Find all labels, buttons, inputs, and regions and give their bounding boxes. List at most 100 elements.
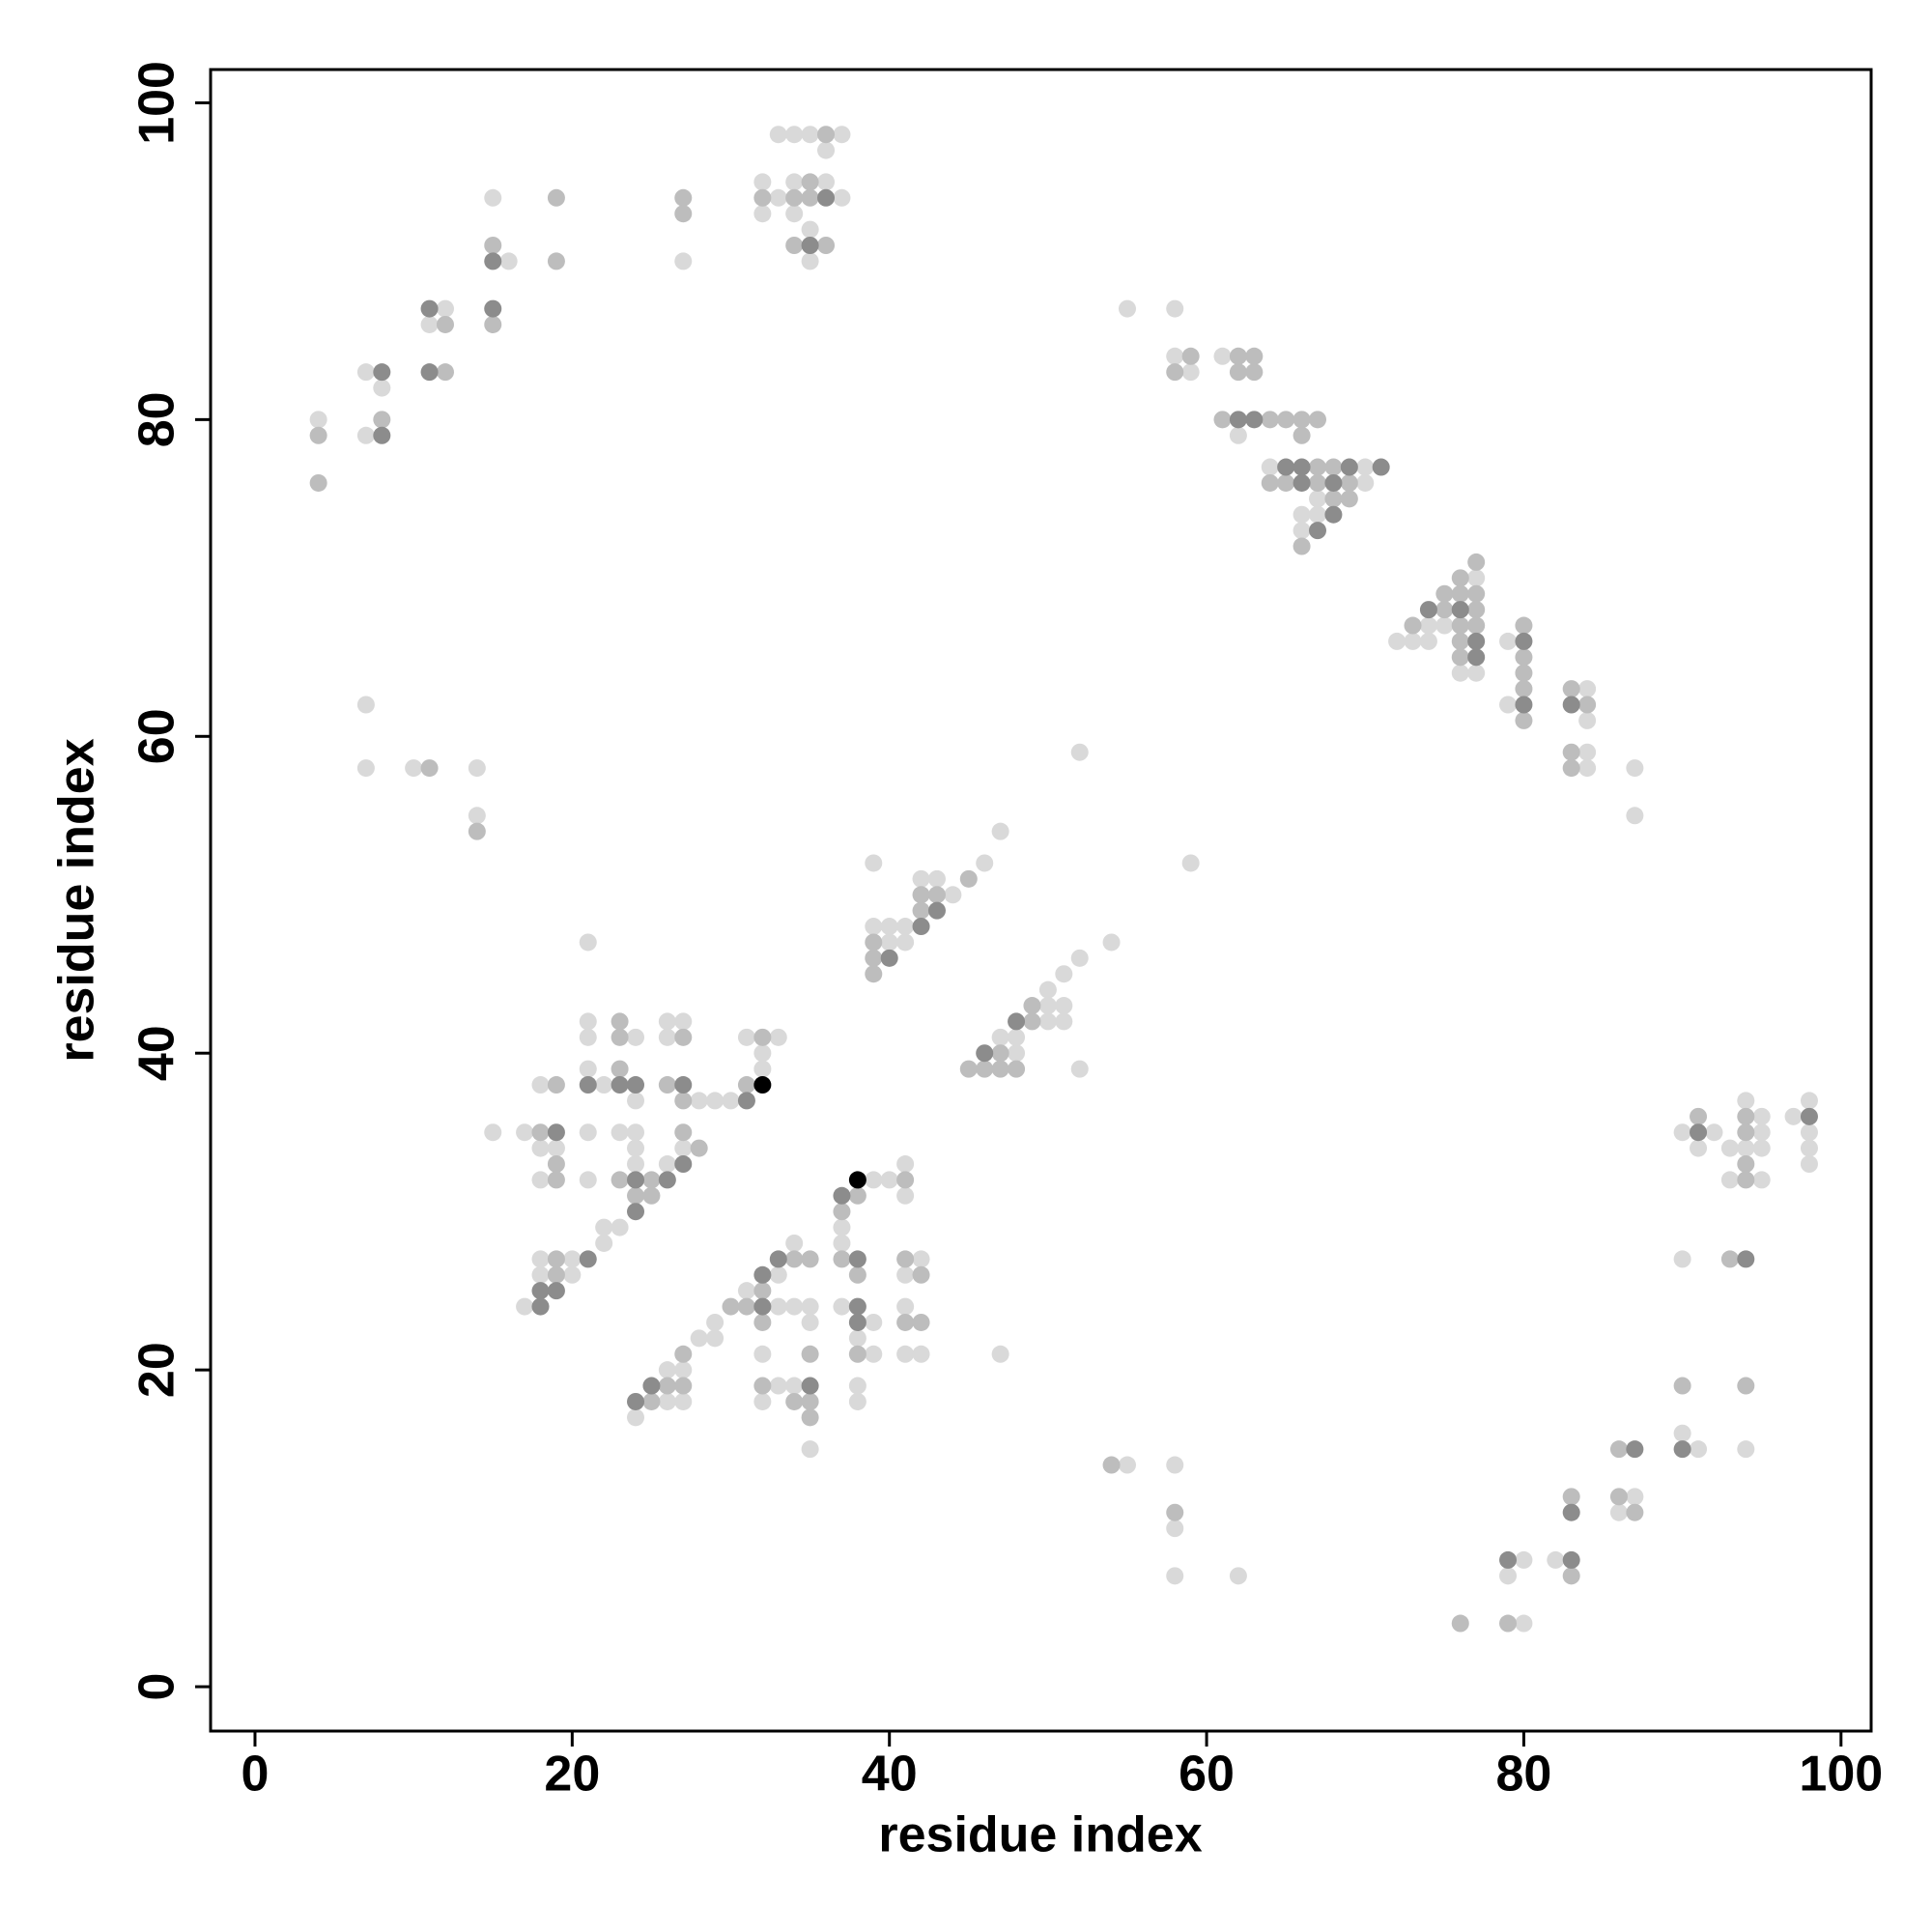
point	[658, 1155, 676, 1174]
point	[595, 1076, 613, 1094]
point	[865, 854, 883, 872]
point	[1720, 1250, 1739, 1268]
point	[959, 1060, 978, 1078]
point	[1737, 1440, 1755, 1459]
point	[880, 1171, 898, 1189]
point	[1690, 1123, 1708, 1142]
point	[309, 411, 327, 429]
point	[611, 1028, 629, 1046]
point	[373, 411, 391, 429]
point	[611, 1012, 629, 1031]
point	[356, 759, 375, 778]
x-tick-label: 80	[1496, 1747, 1552, 1803]
point	[1690, 1107, 1708, 1125]
point	[912, 1250, 930, 1268]
x-axis-title: residue index	[878, 1807, 1202, 1863]
x-tick-label: 100	[1799, 1747, 1883, 1803]
point	[785, 1392, 804, 1410]
x-tick-label: 20	[544, 1747, 600, 1803]
point	[674, 1012, 693, 1031]
point	[658, 1361, 676, 1379]
point	[1070, 949, 1089, 967]
point	[753, 1060, 772, 1078]
point	[1070, 1060, 1089, 1078]
point	[547, 1265, 565, 1284]
point	[642, 1392, 661, 1410]
point	[848, 1297, 867, 1316]
point	[817, 188, 836, 207]
point	[405, 759, 423, 778]
point	[547, 188, 565, 207]
point	[1752, 1139, 1771, 1157]
point	[848, 1250, 867, 1268]
point	[1435, 601, 1454, 619]
point	[706, 1313, 724, 1331]
point	[1038, 1012, 1057, 1031]
point	[674, 205, 693, 223]
point	[627, 1392, 645, 1410]
point	[309, 473, 327, 492]
point	[373, 379, 391, 397]
point	[991, 1060, 1009, 1078]
point	[1166, 347, 1184, 365]
point	[1008, 1044, 1026, 1063]
point	[1293, 473, 1311, 492]
point	[1102, 1456, 1121, 1474]
point	[1038, 997, 1057, 1015]
point	[1118, 299, 1136, 318]
point	[833, 1218, 851, 1236]
point	[991, 1028, 1009, 1046]
point	[1562, 1550, 1580, 1569]
point	[1309, 458, 1326, 476]
point	[356, 363, 375, 382]
point	[579, 1250, 597, 1268]
point	[1800, 1155, 1818, 1174]
point	[1340, 490, 1358, 508]
point	[785, 1250, 804, 1268]
point	[1737, 1377, 1755, 1395]
point	[658, 1076, 676, 1094]
point	[865, 1313, 883, 1331]
point	[658, 1171, 676, 1189]
point	[848, 1329, 867, 1348]
point	[547, 1076, 565, 1094]
point	[865, 1171, 883, 1189]
point	[976, 1060, 994, 1078]
x-tick-label: 40	[862, 1747, 918, 1803]
point	[896, 1250, 915, 1268]
point	[896, 1297, 915, 1316]
point	[1245, 363, 1264, 382]
point	[579, 1060, 597, 1078]
point	[579, 1012, 597, 1031]
point	[547, 1123, 565, 1142]
point	[1309, 411, 1326, 429]
y-axis-title: residue index	[49, 738, 105, 1062]
point	[1467, 616, 1486, 635]
point	[848, 1171, 867, 1189]
point	[1784, 1107, 1803, 1125]
point	[896, 933, 915, 952]
y-tick-label: 60	[129, 708, 185, 764]
point	[896, 1155, 915, 1174]
point	[753, 1313, 772, 1331]
point	[769, 1377, 787, 1395]
point	[611, 1218, 629, 1236]
point	[674, 1345, 693, 1363]
point	[801, 237, 819, 255]
point	[1800, 1123, 1818, 1142]
point	[833, 1250, 851, 1268]
point	[737, 1297, 755, 1316]
y-tick-label: 100	[129, 61, 185, 145]
point	[1499, 1614, 1518, 1633]
point	[1372, 458, 1390, 476]
point	[547, 1139, 565, 1157]
point	[865, 933, 883, 952]
point	[1609, 1488, 1628, 1506]
point	[1515, 616, 1533, 635]
point	[1102, 933, 1121, 952]
point	[595, 1234, 613, 1252]
point	[912, 901, 930, 920]
point	[420, 315, 439, 333]
point	[1626, 1488, 1644, 1506]
point	[1293, 458, 1311, 476]
